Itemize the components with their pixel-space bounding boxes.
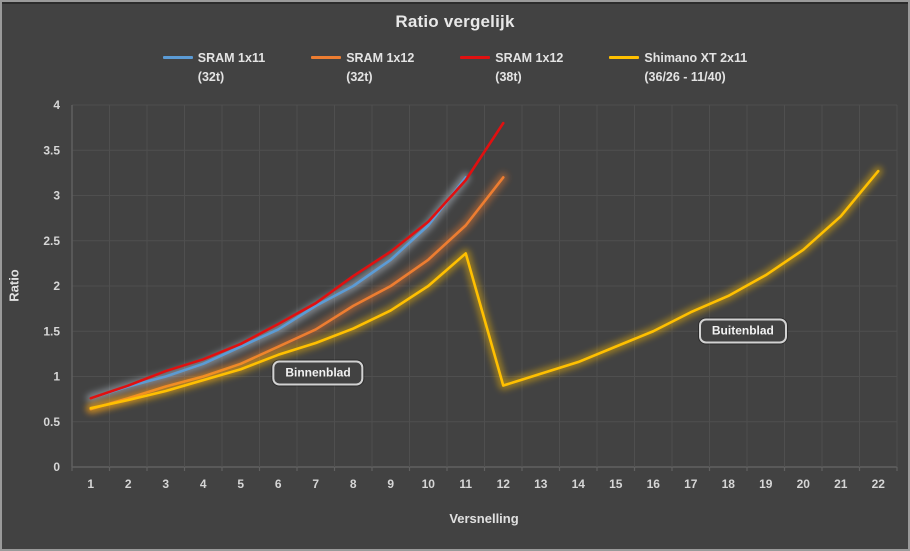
y-tick-label: 0.5 bbox=[43, 415, 60, 429]
y-tick-label: 0 bbox=[53, 460, 60, 474]
y-tick-label: 4 bbox=[53, 98, 60, 112]
x-tick-label: 15 bbox=[609, 477, 623, 491]
x-tick-label: 12 bbox=[497, 477, 511, 491]
x-tick-label: 5 bbox=[237, 477, 244, 491]
y-tick-label: 1 bbox=[53, 370, 60, 384]
y-tick-label: 2.5 bbox=[43, 234, 60, 248]
x-tick-label: 18 bbox=[722, 477, 736, 491]
annotation-buitenblad: Buitenblad bbox=[698, 318, 787, 344]
x-tick-label: 22 bbox=[872, 477, 886, 491]
legend-sublabel: (38t) bbox=[495, 70, 522, 85]
series-line-shimano-xt-2x11-36-26-11-40- bbox=[89, 169, 880, 410]
y-axis-title: Ratio bbox=[6, 269, 22, 302]
x-tick-label: 9 bbox=[387, 477, 394, 491]
legend-line-swatch-icon bbox=[311, 56, 342, 59]
x-tick-label: 17 bbox=[684, 477, 698, 491]
x-axis-title: Versnelling bbox=[449, 511, 519, 526]
legend-label: SRAM 1x11 bbox=[197, 51, 266, 65]
x-tick-label: 7 bbox=[312, 477, 319, 491]
x-tick-label: 11 bbox=[459, 477, 472, 491]
y-tick-label: 3.5 bbox=[43, 143, 60, 157]
x-tick-label: 14 bbox=[572, 477, 586, 491]
x-tick-label: 2 bbox=[125, 477, 132, 491]
legend-label: SRAM 1x12 bbox=[346, 51, 415, 65]
legend-sublabel: (32t) bbox=[346, 70, 373, 85]
series-line-sram-1x12-38t- bbox=[89, 121, 505, 400]
legend-sublabel: (36/26 - 11/40) bbox=[644, 70, 726, 85]
legend-line-swatch-icon bbox=[460, 56, 491, 59]
legend-label: SRAM 1x12 bbox=[495, 51, 564, 65]
legend-item-sram-1x11-32t: SRAM 1x11 (32t) bbox=[162, 49, 266, 88]
x-tick-label: 1 bbox=[87, 477, 94, 491]
legend-label: Shimano XT 2x11 bbox=[644, 51, 748, 65]
x-tick-label: 19 bbox=[759, 477, 773, 491]
x-tick-label: 16 bbox=[647, 477, 661, 491]
legend-line-swatch-icon bbox=[162, 56, 193, 59]
x-tick-label: 13 bbox=[534, 477, 548, 491]
legend-item-sram-1x12-32t: SRAM 1x12 (32t) bbox=[311, 49, 414, 88]
annotation-binnenblad: Binnenblad bbox=[272, 360, 364, 386]
x-tick-label: 6 bbox=[275, 477, 282, 491]
legend: SRAM 1x11 (32t) SRAM 1x12 (32t) SRAM 1x1… bbox=[2, 49, 908, 88]
legend-item-shimano-xt-2x11: Shimano XT 2x11 (36/26 - 11/40) bbox=[609, 49, 747, 88]
x-tick-label: 20 bbox=[797, 477, 811, 491]
x-tick-label: 10 bbox=[422, 477, 436, 491]
y-tick-label: 2 bbox=[53, 279, 60, 293]
chart-title: Ratio vergelijk bbox=[395, 12, 515, 31]
x-tick-label: 21 bbox=[834, 477, 848, 491]
legend-item-sram-1x12-38t: SRAM 1x12 (38t) bbox=[460, 49, 563, 88]
y-tick-label: 1.5 bbox=[43, 324, 60, 338]
legend-sublabel: (32t) bbox=[197, 70, 225, 85]
x-tick-label: 3 bbox=[162, 477, 169, 491]
series-line-sram-1x11-32t- bbox=[89, 176, 468, 400]
x-tick-label: 4 bbox=[200, 477, 207, 491]
x-tick-label: 8 bbox=[350, 477, 357, 491]
y-tick-label: 3 bbox=[53, 189, 60, 203]
legend-line-swatch-icon bbox=[609, 56, 640, 59]
